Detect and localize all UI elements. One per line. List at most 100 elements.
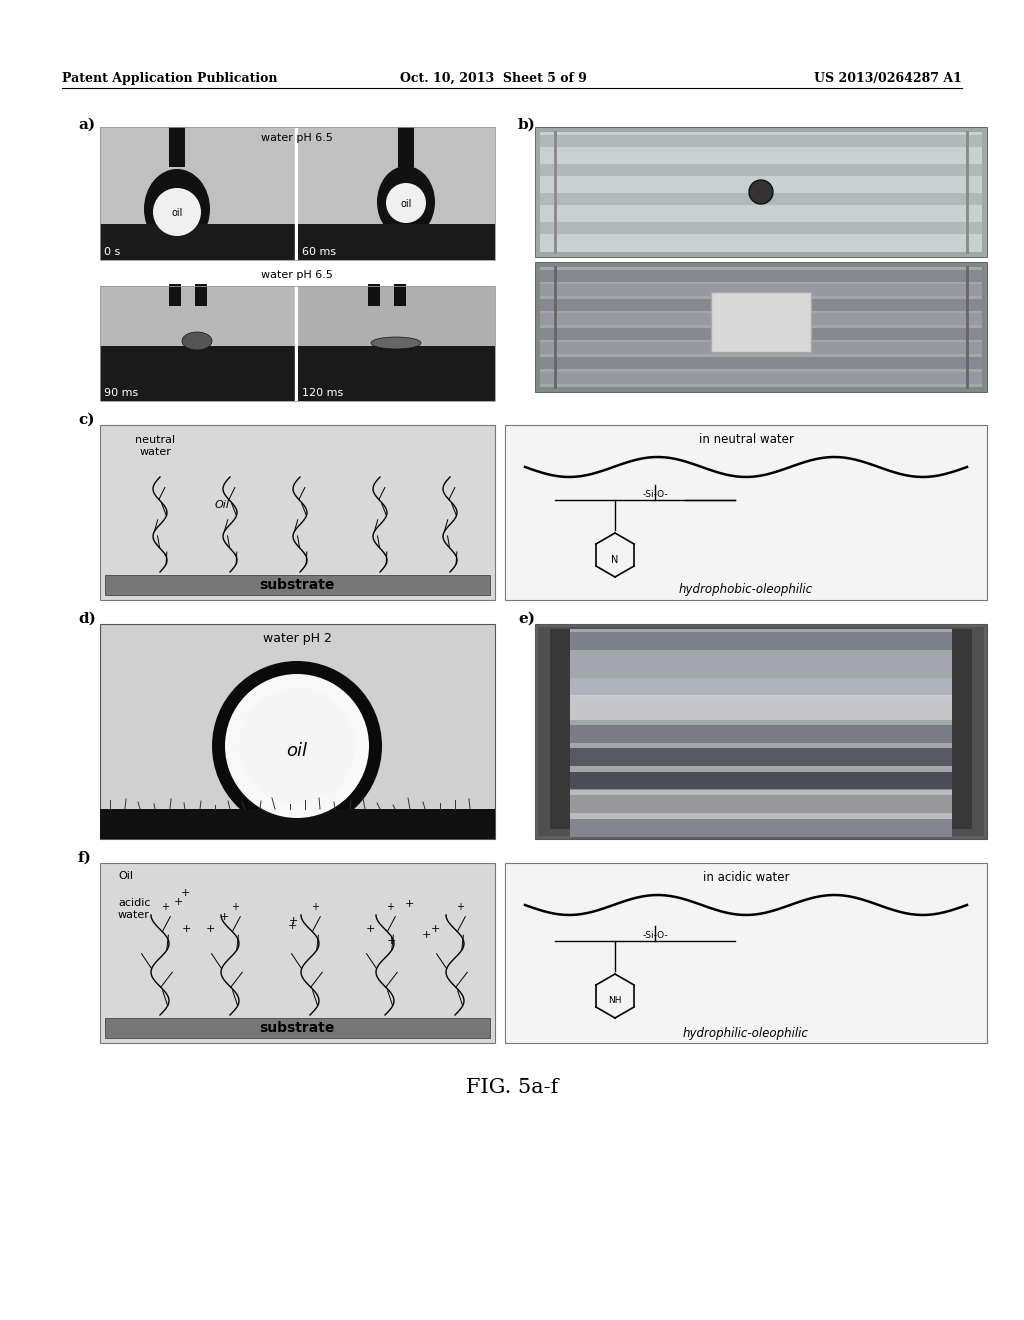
Text: -Si-O-: -Si-O-: [642, 490, 668, 499]
Text: Oil: Oil: [118, 871, 133, 880]
Bar: [298, 346, 495, 401]
Text: 60 ms: 60 ms: [302, 247, 336, 257]
Bar: [540, 222, 982, 234]
Text: +: +: [386, 936, 395, 946]
Bar: [540, 207, 982, 219]
Text: Oct. 10, 2013  Sheet 5 of 9: Oct. 10, 2013 Sheet 5 of 9: [400, 73, 587, 84]
Bar: [570, 702, 952, 719]
Bar: [570, 748, 952, 766]
Circle shape: [386, 183, 426, 223]
Bar: [100, 809, 495, 840]
Text: +: +: [288, 921, 297, 931]
Bar: [540, 178, 982, 190]
Bar: [298, 127, 495, 260]
Bar: [570, 725, 952, 743]
Text: substrate: substrate: [259, 578, 335, 591]
Text: -Si-O-: -Si-O-: [642, 931, 668, 940]
Bar: [169, 284, 181, 306]
Bar: [398, 127, 414, 168]
Bar: [570, 655, 952, 673]
Bar: [540, 238, 982, 249]
Text: Oil: Oil: [215, 500, 230, 510]
Text: water pH 2: water pH 2: [262, 632, 332, 645]
Bar: [540, 193, 982, 205]
Bar: [100, 127, 295, 260]
Bar: [550, 630, 570, 829]
Bar: [100, 224, 295, 260]
Text: +: +: [366, 924, 375, 935]
Text: oil: oil: [171, 209, 182, 218]
Bar: [952, 630, 972, 829]
Text: e): e): [518, 612, 535, 626]
Text: 90 ms: 90 ms: [104, 388, 138, 399]
Bar: [570, 789, 952, 818]
Bar: [100, 127, 495, 260]
Text: +: +: [173, 898, 182, 907]
Text: oil: oil: [287, 742, 307, 760]
Text: oil: oil: [400, 199, 412, 209]
Text: FIG. 5a-f: FIG. 5a-f: [466, 1078, 558, 1097]
Text: a): a): [78, 117, 95, 132]
Bar: [505, 863, 987, 1043]
Text: Patent Application Publication: Patent Application Publication: [62, 73, 278, 84]
Bar: [540, 300, 982, 312]
Bar: [368, 284, 380, 306]
Text: +: +: [430, 924, 439, 935]
Bar: [538, 627, 984, 836]
Bar: [570, 696, 952, 719]
Bar: [570, 795, 952, 813]
Circle shape: [225, 675, 369, 818]
Bar: [540, 271, 982, 282]
Bar: [540, 284, 982, 296]
Bar: [100, 624, 495, 840]
Text: f): f): [78, 851, 92, 865]
Text: water pH 6.5: water pH 6.5: [261, 271, 333, 280]
Bar: [570, 630, 952, 829]
Text: hydrophobic-oleophilic: hydrophobic-oleophilic: [679, 583, 813, 597]
Text: d): d): [78, 612, 96, 626]
Ellipse shape: [144, 169, 210, 249]
Text: US 2013/0264287 A1: US 2013/0264287 A1: [814, 73, 962, 84]
Ellipse shape: [182, 333, 212, 350]
Circle shape: [749, 180, 773, 205]
Bar: [540, 132, 982, 252]
Bar: [535, 127, 987, 257]
Text: +: +: [289, 916, 298, 927]
Bar: [540, 164, 982, 176]
Bar: [298, 286, 495, 401]
Text: 0 s: 0 s: [104, 247, 120, 257]
Bar: [298, 224, 495, 260]
Bar: [100, 286, 295, 401]
Text: 120 ms: 120 ms: [302, 388, 343, 399]
Bar: [570, 818, 952, 837]
Text: +: +: [231, 902, 239, 912]
Bar: [540, 135, 982, 147]
Bar: [540, 356, 982, 370]
Bar: [100, 286, 495, 401]
Bar: [540, 342, 982, 354]
Bar: [535, 261, 987, 392]
Bar: [105, 576, 490, 595]
Text: acidic
water: acidic water: [118, 898, 151, 920]
Bar: [100, 863, 495, 1043]
Bar: [540, 313, 982, 325]
Text: +: +: [206, 924, 215, 935]
Bar: [570, 772, 952, 789]
Bar: [570, 678, 952, 696]
Bar: [195, 284, 207, 306]
Ellipse shape: [371, 337, 421, 348]
Text: neutral
water: neutral water: [135, 436, 175, 458]
Text: substrate: substrate: [259, 1020, 335, 1035]
Text: c): c): [78, 413, 94, 426]
Text: +: +: [456, 902, 464, 912]
Bar: [540, 267, 982, 387]
Bar: [105, 1018, 490, 1038]
Ellipse shape: [377, 166, 435, 238]
Bar: [540, 372, 982, 384]
Text: +: +: [386, 902, 394, 912]
Text: +: +: [311, 902, 319, 912]
Text: in acidic water: in acidic water: [702, 871, 790, 884]
Bar: [394, 284, 406, 306]
Circle shape: [239, 688, 355, 804]
Text: b): b): [518, 117, 536, 132]
